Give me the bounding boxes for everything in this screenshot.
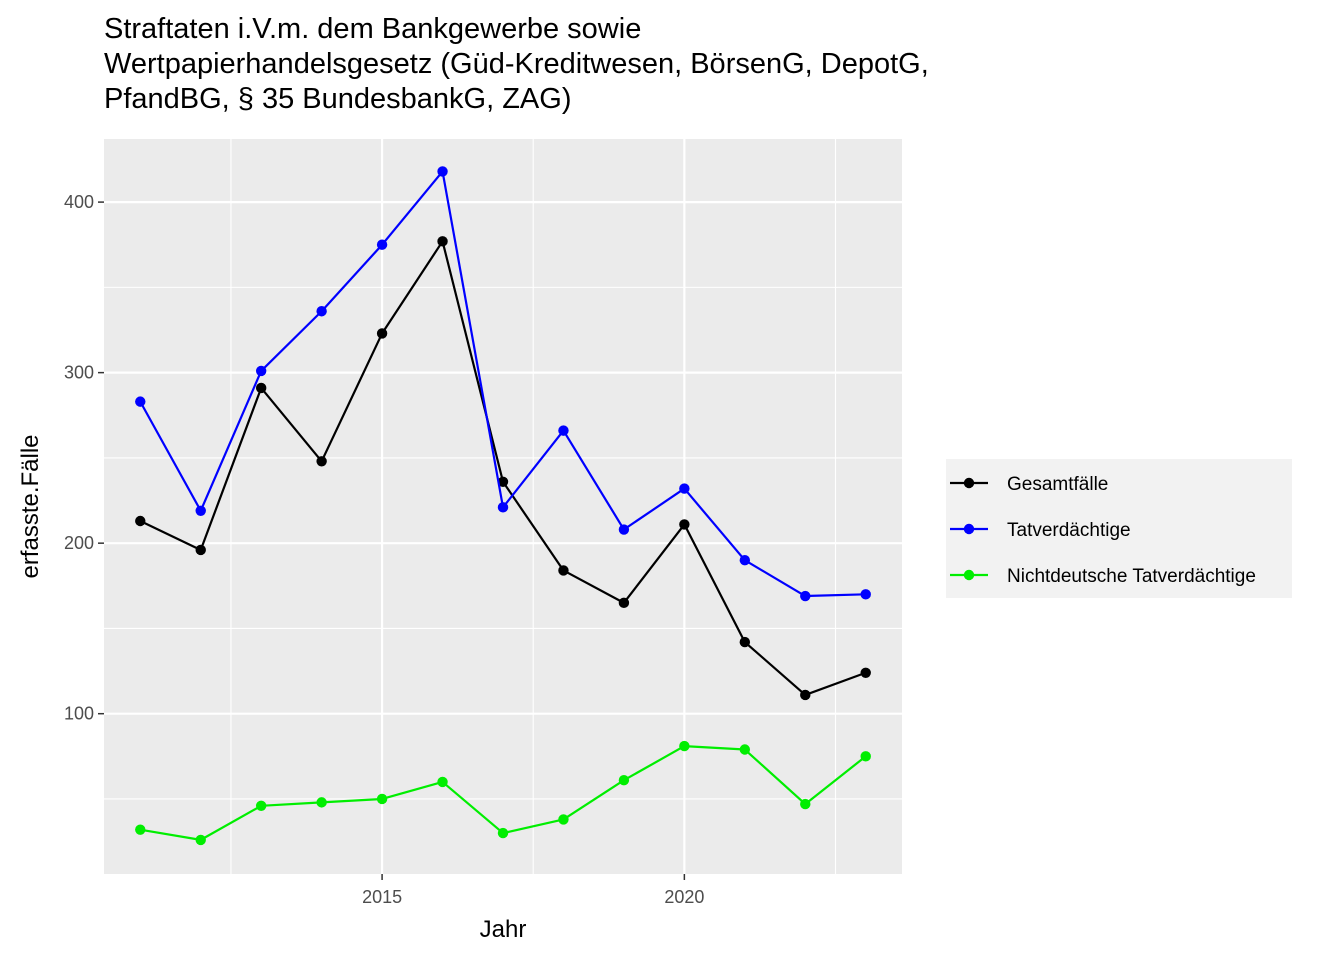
series-2 (135, 740, 871, 846)
data-point (800, 798, 811, 810)
data-point (497, 502, 509, 513)
series-0 (135, 236, 871, 701)
data-point (195, 544, 206, 556)
y-tick-label: 300 (64, 363, 94, 383)
series-group (135, 166, 871, 846)
x-tick-label: 2020 (664, 887, 704, 907)
data-point (679, 740, 690, 752)
data-point (376, 793, 388, 805)
data-point (618, 524, 630, 535)
data-point (316, 306, 327, 317)
data-point (316, 797, 327, 808)
data-point (679, 483, 690, 494)
data-point (497, 827, 509, 839)
legend-key-point (963, 523, 975, 535)
data-point (860, 751, 871, 762)
series-1 (135, 166, 871, 602)
data-point (558, 565, 569, 576)
legend-label: Gesamtfälle (1007, 474, 1108, 495)
data-point (255, 382, 267, 394)
data-point (860, 667, 871, 678)
data-point (618, 775, 630, 786)
y-axis-title: erfasste.Fälle (17, 434, 44, 578)
data-point (255, 800, 267, 811)
data-point (739, 555, 751, 566)
legend-label: Nichtdeutsche Tatverdächtige (1007, 566, 1256, 587)
data-point (497, 476, 509, 487)
chart-title: Straftaten i.V.m. dem Bankgewerbe sowieW… (104, 13, 929, 115)
data-point (437, 236, 448, 247)
x-tick-label: 2015 (362, 887, 402, 907)
chart-title-line: PfandBG, § 35 BundesbankG, ZAG) (104, 83, 571, 115)
data-point (558, 814, 569, 825)
data-point (437, 166, 448, 177)
data-point (135, 396, 146, 407)
data-point (739, 744, 751, 755)
data-point (437, 776, 448, 788)
data-point (135, 824, 146, 835)
y-tick-label: 400 (64, 192, 94, 212)
y-tick-label: 100 (64, 704, 94, 724)
data-point (800, 590, 811, 602)
x-axis: 2015 2020 (362, 874, 704, 907)
data-point (255, 365, 267, 377)
data-point (558, 425, 569, 436)
data-point (195, 505, 206, 516)
major-gridlines (104, 139, 902, 874)
y-tick-label: 200 (64, 533, 94, 553)
data-point (800, 689, 811, 701)
legend-key-point (963, 477, 975, 489)
legend-key (950, 523, 988, 535)
data-point (739, 636, 751, 648)
legend-box (946, 459, 1292, 598)
data-point (376, 328, 388, 339)
y-axis: 100 200 300 400 (64, 192, 104, 724)
minor-gridlines (104, 139, 902, 874)
data-point (195, 834, 206, 846)
data-point (135, 515, 146, 527)
legend: Gesamtfälle Tatverdächtige Nichtdeutsche T… (946, 459, 1292, 598)
data-point (376, 239, 388, 250)
x-axis-title: Jahr (480, 916, 527, 943)
chart-title-line: Wertpapierhandelsgesetz (Güd-Kreditwesen… (104, 48, 929, 80)
data-point (679, 519, 690, 530)
data-point (618, 597, 630, 609)
legend-key (950, 477, 988, 489)
data-point (860, 589, 871, 600)
legend-key (950, 569, 988, 581)
data-point (316, 456, 327, 467)
chart-title-line: Straftaten i.V.m. dem Bankgewerbe sowie (104, 13, 641, 45)
legend-key-point (963, 569, 975, 581)
legend-label: Tatverdächtige (1007, 520, 1131, 541)
